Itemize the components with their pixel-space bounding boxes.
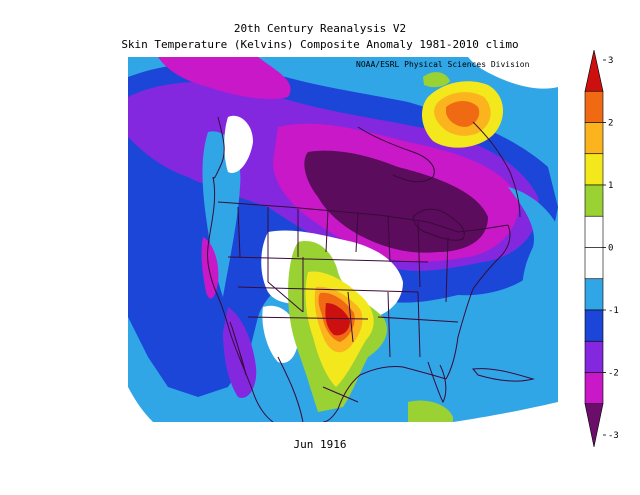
field-light-blue-ne xyxy=(508,187,558,307)
colorbar: 3 2 1 0 -1 -2 -3 xyxy=(584,50,619,448)
atlantic-coastline xyxy=(445,224,511,380)
field-white-edge-bottom-left xyxy=(128,387,153,422)
field-dark-orange-labrador xyxy=(446,101,480,127)
cuba-coastline xyxy=(472,368,535,382)
gulf-coastline xyxy=(322,366,447,422)
colorbar-band xyxy=(584,278,604,311)
labrador-coastline xyxy=(472,121,521,218)
colorbar-band xyxy=(584,403,604,448)
colorbar-tick-label: 0 xyxy=(608,244,613,254)
title-line-1: 20th Century Reanalysis V2 xyxy=(233,22,407,35)
colorbar-band xyxy=(584,309,604,342)
title-line-2: Skin Temperature (Kelvins) Composite Ano… xyxy=(121,38,519,51)
field-white-southwest xyxy=(262,305,299,363)
field-white-north xyxy=(224,115,253,173)
period-label: Jun 1916 xyxy=(293,438,347,451)
state-lines xyxy=(227,206,459,358)
colorbar-band xyxy=(584,340,604,373)
colorbar-tick-label: -2 xyxy=(608,369,619,379)
canada-us-border xyxy=(217,201,509,233)
colorbar-band xyxy=(584,184,604,217)
florida-coastline xyxy=(427,361,447,404)
field-white-arctic xyxy=(468,57,558,89)
colorbar-tick-label: -3 xyxy=(608,431,619,441)
colorbar-tick-label: -1 xyxy=(608,306,619,316)
anomaly-map xyxy=(128,57,558,422)
boundaries xyxy=(207,116,535,422)
colorbar-band xyxy=(584,90,604,123)
colorbar-band xyxy=(584,153,604,186)
pacific-coastline xyxy=(207,176,274,422)
colorbar-tick-label: 3 xyxy=(608,56,613,66)
credit-text: NOAA/ESRL Physical Sciences Division xyxy=(356,60,530,69)
colorbar-band xyxy=(584,372,604,405)
field-red-core xyxy=(325,303,350,336)
bc-coastline xyxy=(212,116,225,179)
field-white-edge-bottom-right xyxy=(453,402,558,422)
baja-coastline xyxy=(229,321,247,376)
field-magenta-baja xyxy=(201,237,219,299)
field-green-south xyxy=(408,400,453,422)
colorbar-band xyxy=(584,247,604,280)
mexico-lines xyxy=(277,356,359,422)
hudson-bay-coastline xyxy=(357,126,435,183)
colorbar-band xyxy=(584,122,604,155)
colorbar-band xyxy=(584,50,604,92)
colorbar-band xyxy=(584,215,604,248)
field-green-labrador xyxy=(423,72,450,88)
colorbar-tick-label: 2 xyxy=(608,119,613,129)
field-magenta-north xyxy=(158,57,291,99)
colorbar-tick-label: 1 xyxy=(608,181,613,191)
great-lakes xyxy=(412,208,465,241)
